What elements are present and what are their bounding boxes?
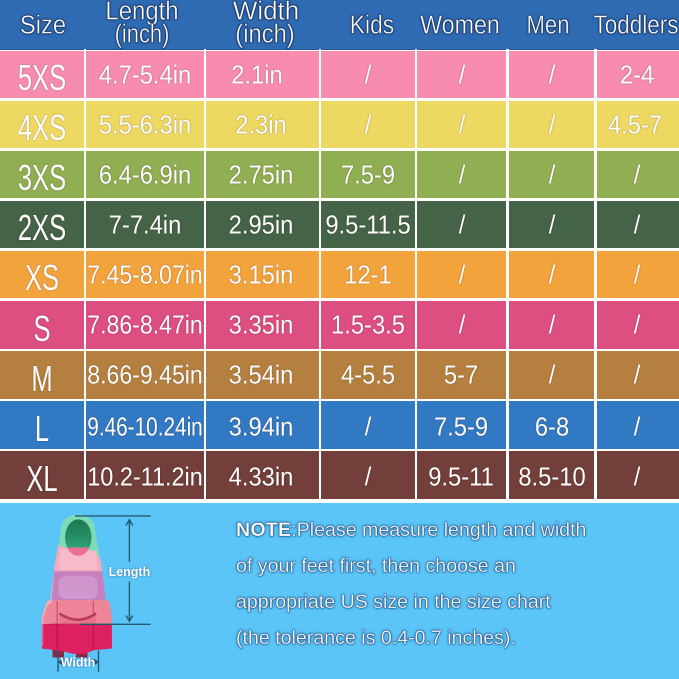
svg-text:Length: Length [109, 565, 151, 579]
svg-text:Width: Width [61, 656, 96, 670]
